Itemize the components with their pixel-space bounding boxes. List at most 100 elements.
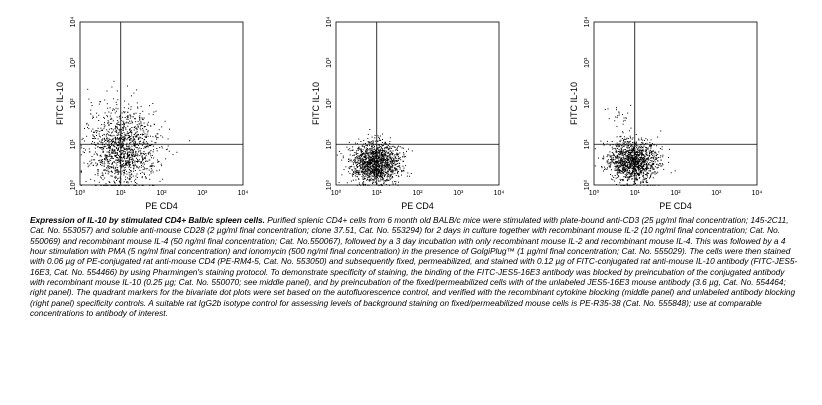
data-point — [124, 137, 126, 139]
data-point — [626, 137, 628, 139]
data-point — [649, 144, 651, 146]
data-point — [97, 169, 99, 171]
data-point — [136, 165, 138, 167]
data-point — [124, 172, 126, 174]
data-point — [129, 148, 130, 150]
data-point — [375, 166, 377, 168]
data-point — [147, 146, 149, 148]
data-point — [388, 179, 390, 181]
data-point — [617, 169, 619, 171]
data-point — [629, 151, 631, 153]
data-point — [645, 164, 647, 166]
data-point — [140, 124, 142, 126]
data-point — [387, 162, 389, 164]
data-point — [615, 116, 617, 118]
data-point — [626, 172, 628, 174]
data-point — [372, 158, 374, 160]
data-point — [633, 157, 635, 159]
data-point — [362, 183, 364, 185]
data-point — [625, 169, 627, 171]
dot-plot-left: 10⁰ 10¹ 10² 10³ 10⁴ 10⁰ 10¹ 10² 10³ 10⁴ … — [55, 17, 248, 211]
data-point — [120, 120, 122, 121]
data-point — [386, 158, 388, 160]
data-point — [600, 140, 602, 142]
data-point — [375, 152, 377, 154]
data-point — [143, 141, 145, 143]
data-point — [615, 169, 617, 171]
data-point — [349, 168, 351, 170]
data-point — [160, 135, 162, 137]
data-point — [629, 157, 631, 159]
data-point — [623, 163, 625, 165]
data-point — [372, 176, 374, 178]
data-point — [96, 163, 98, 165]
x-tick-label: 10¹ — [630, 190, 641, 197]
data-point — [390, 158, 392, 160]
data-point — [118, 171, 120, 173]
data-point — [358, 182, 360, 184]
data-point — [87, 163, 89, 165]
data-point — [616, 107, 617, 109]
data-point — [611, 159, 613, 161]
data-point — [116, 154, 118, 156]
data-point — [389, 160, 391, 162]
data-point — [617, 168, 619, 170]
data-point — [620, 148, 622, 150]
data-point — [657, 136, 659, 138]
data-point — [631, 151, 633, 153]
data-point — [629, 173, 631, 175]
data-point — [647, 167, 649, 169]
data-point — [607, 167, 608, 169]
data-point — [152, 136, 154, 138]
data-point — [142, 169, 144, 171]
data-point — [128, 163, 129, 165]
data-point — [122, 143, 124, 145]
data-point — [358, 172, 360, 174]
data-point — [391, 158, 393, 160]
data-point — [380, 172, 382, 174]
data-point — [117, 173, 119, 175]
data-point — [375, 151, 377, 153]
data-point — [370, 179, 372, 181]
data-point — [395, 154, 397, 156]
data-point — [358, 146, 360, 148]
data-point — [633, 148, 634, 150]
data-point — [151, 166, 153, 168]
data-point — [127, 160, 129, 162]
data-point — [91, 156, 93, 157]
data-point — [145, 160, 147, 162]
data-point — [375, 155, 377, 157]
data-point — [387, 164, 389, 166]
data-point — [372, 172, 374, 174]
data-point — [366, 167, 368, 169]
data-point — [632, 157, 634, 159]
data-point — [403, 170, 405, 172]
data-point — [143, 147, 145, 149]
data-point — [661, 165, 663, 167]
data-point — [116, 153, 118, 155]
data-point — [102, 175, 104, 177]
data-point — [379, 165, 381, 166]
data-point — [381, 155, 383, 157]
data-point — [134, 143, 136, 144]
y-tick-labels: 10⁰ 10¹ 10² 10³ 10⁴ — [583, 17, 591, 191]
data-point — [367, 138, 369, 140]
data-point — [618, 144, 620, 146]
data-point — [398, 162, 400, 164]
data-point — [607, 154, 609, 156]
data-point — [638, 160, 640, 162]
data-point — [110, 158, 112, 159]
data-point — [637, 160, 639, 162]
data-point — [106, 156, 108, 158]
data-point — [362, 152, 364, 154]
data-point — [397, 160, 399, 162]
data-point — [135, 178, 137, 180]
data-point — [618, 159, 619, 161]
data-point — [158, 129, 160, 131]
data-point — [110, 166, 112, 168]
data-point — [625, 154, 627, 156]
data-point — [378, 145, 380, 147]
data-point — [80, 171, 82, 173]
data-point — [390, 163, 392, 164]
data-point — [100, 155, 102, 157]
